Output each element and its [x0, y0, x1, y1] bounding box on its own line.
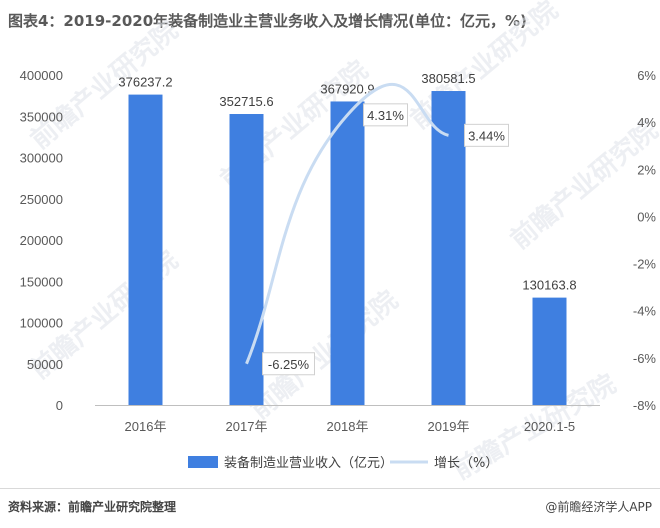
y-axis-right: -8% -6% -4% -2% 0% 2% 4% 6% [633, 68, 657, 413]
bar [330, 101, 365, 405]
bar-data-label: 367920.9 [320, 81, 374, 96]
bar-series: 376237.2 352715.6 367920.9 380581.5 130163.8 [118, 71, 577, 405]
y-left-tick-label: 200000 [20, 233, 63, 248]
watermark-text: 前瞻产业研究院 [405, 0, 564, 135]
y-right-tick-label: -8% [633, 398, 657, 413]
legend: 装备制造业营业收入（亿元） 增长（%） [188, 455, 498, 471]
bar [431, 91, 466, 405]
y-right-tick-label: 2% [637, 162, 656, 177]
growth-line [245, 82, 449, 365]
y-left-tick-label: 50000 [27, 357, 63, 372]
bar-data-label: 380581.5 [421, 71, 475, 86]
line-data-label-box [464, 123, 509, 147]
bar-data-label: 130163.8 [522, 278, 576, 293]
y-axis-left: 0 50000 100000 150000 200000 250000 300000 3500… [20, 68, 63, 413]
y-right-tick-label: 6% [637, 68, 656, 83]
bar [532, 297, 567, 405]
x-tick-label: 2019年 [428, 419, 470, 434]
line-data-label: 4.31% [367, 108, 404, 123]
y-left-tick-label: 0 [56, 398, 63, 413]
line-data-label-box [363, 103, 408, 127]
line-data-label: -6.25% [268, 357, 310, 372]
x-tick-label: 2018年 [327, 419, 369, 434]
bar-data-label: 352715.6 [219, 94, 273, 109]
credit-note: @前瞻经济学人APP [545, 500, 652, 514]
footer-divider [0, 488, 660, 489]
legend-label-bar: 装备制造业营业收入（亿元） [224, 455, 393, 471]
bar [229, 114, 264, 405]
y-left-tick-label: 400000 [20, 68, 63, 83]
chart-title: 图表4：2019-2020年装备制造业主营业务收入及增长情况(单位：亿元，%) [8, 12, 527, 30]
x-tick-label: 2016年 [125, 419, 167, 434]
y-right-tick-label: 4% [637, 115, 656, 130]
watermark-text: 前瞻产业研究院 [505, 115, 660, 256]
legend-label-line: 增长（%） [434, 456, 498, 471]
y-right-tick-label: 0% [637, 209, 656, 224]
y-left-tick-label: 250000 [20, 192, 63, 207]
line-series: -6.25% 4.31% 3.44% [245, 82, 509, 376]
line-data-label-box [262, 352, 315, 376]
bar [128, 94, 163, 405]
source-note: 资料来源：前瞻产业研究院整理 [8, 500, 177, 514]
y-right-tick-label: -4% [633, 304, 657, 319]
y-left-tick-label: 350000 [20, 109, 63, 124]
y-left-tick-label: 300000 [20, 151, 63, 166]
x-tick-label: 2017年 [226, 419, 268, 434]
y-right-tick-label: -2% [633, 257, 657, 272]
legend-swatch-bar [188, 456, 218, 468]
bar-data-label: 376237.2 [118, 75, 172, 90]
x-tick-label: 2020.1-5 [524, 419, 575, 434]
x-axis: 2016年 2017年 2018年 2019年 2020.1-5 [95, 405, 600, 434]
y-left-tick-label: 150000 [20, 274, 63, 289]
y-left-tick-label: 100000 [20, 316, 63, 331]
y-right-tick-label: -6% [633, 351, 657, 366]
line-data-label: 3.44% [468, 128, 505, 143]
